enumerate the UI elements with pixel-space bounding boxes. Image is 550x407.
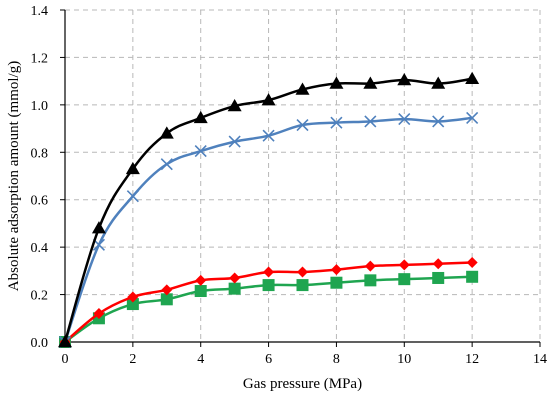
data-point: [127, 291, 139, 303]
data-point: [125, 161, 140, 175]
data-point: [364, 260, 376, 272]
y-tick-label: 1.0: [31, 99, 49, 114]
data-point: [296, 279, 309, 292]
data-point: [295, 82, 310, 95]
y-tick-label: 1.2: [31, 51, 49, 66]
data-point: [227, 99, 242, 112]
y-tick-label: 0.8: [31, 146, 49, 161]
data-point: [228, 282, 241, 295]
y-tick-label: 0.4: [31, 241, 49, 256]
data-point: [161, 284, 173, 296]
grid: [65, 9, 541, 342]
data-point: [466, 111, 479, 124]
data-point: [329, 76, 344, 89]
y-tick-label: 0.0: [31, 336, 49, 351]
data-point: [397, 72, 412, 86]
data-point: [262, 129, 275, 142]
series-layer: [58, 71, 480, 349]
data-point: [432, 115, 445, 128]
data-point: [91, 221, 106, 234]
x-tick-label: 14: [533, 352, 547, 367]
data-point: [398, 259, 410, 271]
data-point: [194, 145, 207, 158]
data-point: [466, 257, 478, 269]
y-axis-title: Absolute adsorption amount (mmol/g): [6, 61, 22, 291]
series-1: [58, 71, 480, 348]
x-axis-title: Gas pressure (MPa): [243, 376, 362, 392]
data-point: [228, 135, 241, 148]
x-tick-label: 6: [265, 352, 272, 367]
data-point: [364, 274, 377, 287]
y-tick-label: 0.2: [31, 289, 49, 304]
data-point: [262, 279, 275, 292]
data-point: [263, 266, 275, 278]
series-4: [59, 270, 479, 348]
data-point: [195, 274, 207, 286]
x-tick-label: 8: [333, 352, 340, 367]
data-point: [363, 76, 378, 89]
data-point: [261, 93, 276, 106]
data-point: [58, 335, 72, 348]
data-point: [194, 285, 207, 298]
data-point: [364, 115, 377, 128]
data-point: [466, 270, 479, 283]
data-point: [297, 266, 308, 278]
x-tick-label: 4: [197, 352, 204, 367]
data-point: [160, 158, 173, 171]
data-point: [160, 293, 173, 306]
data-point: [432, 258, 444, 270]
data-point: [398, 113, 411, 126]
data-point: [432, 271, 445, 284]
data-point: [193, 110, 208, 124]
series-2: [58, 111, 479, 349]
x-tick-label: 2: [129, 352, 136, 367]
data-point: [93, 308, 105, 320]
data-point: [296, 118, 309, 132]
data-point: [229, 272, 241, 284]
data-point: [159, 126, 174, 139]
y-tick-label: 1.4: [31, 4, 49, 19]
data-point: [398, 273, 411, 286]
data-point: [126, 298, 139, 311]
x-tick-label: 10: [397, 352, 411, 367]
data-point: [330, 264, 342, 276]
data-point: [126, 190, 139, 203]
data-point: [330, 116, 343, 129]
data-point: [465, 71, 480, 85]
x-tick-label: 12: [465, 352, 479, 367]
series-3: [59, 257, 478, 348]
data-point: [330, 276, 343, 289]
y-tick-label: 0.6: [31, 194, 49, 209]
x-tick-label: 0: [62, 352, 69, 367]
tick-labels: 0 2 4 6 8 10 12 14 0.0 0.2 0.4 0.6 0.8 1.0 1.2 1.4: [31, 4, 548, 367]
axes: [60, 9, 541, 347]
data-point: [431, 76, 446, 89]
